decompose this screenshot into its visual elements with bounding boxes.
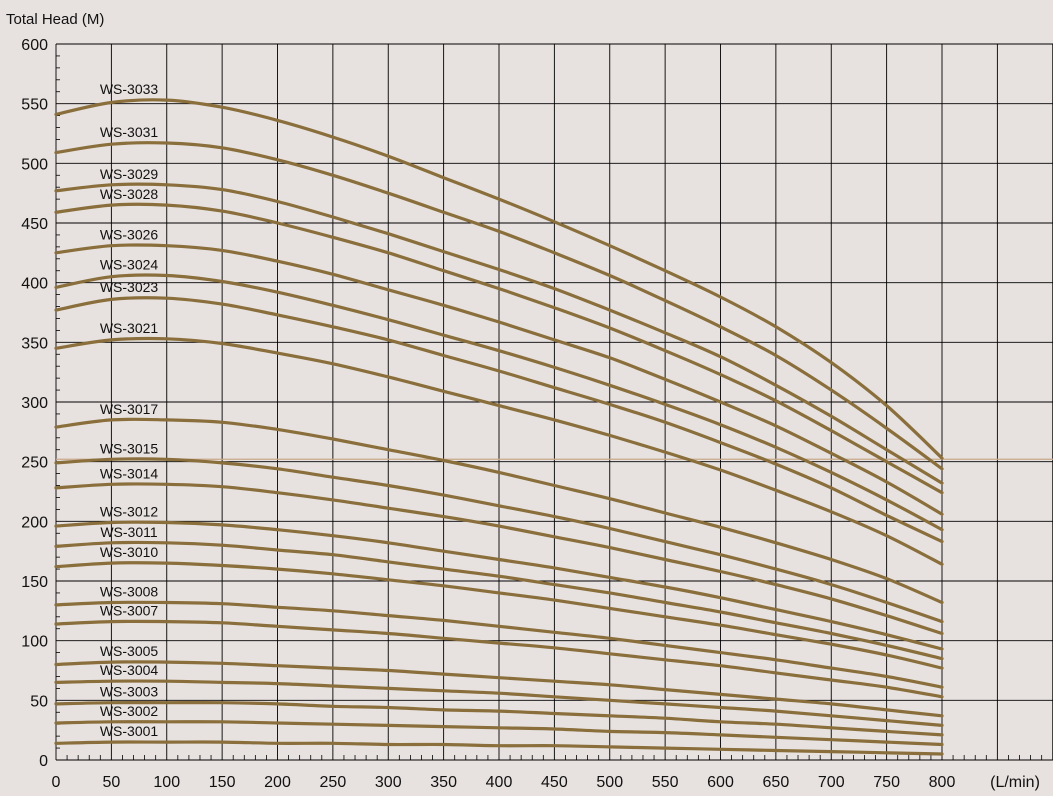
series-line [54,296,944,544]
series-label: WS-3007 [100,603,159,619]
x-tick-label: 200 [264,774,291,791]
y-tick-label: 350 [21,335,48,352]
series-line [54,660,944,718]
x-tick-label: 400 [486,774,513,791]
series-line [54,540,944,661]
series-label: WS-3023 [100,279,159,295]
x-tick-label: 100 [153,774,180,791]
y-tick-label: 450 [21,216,48,233]
series-line [54,243,944,516]
series-line [54,619,944,699]
series-line [54,202,944,495]
series-labels: WS-3033 WS-3031 WS-3029 WS-3028 WS-3026 WS-30… [100,81,159,739]
series-label: WS-3014 [100,465,159,481]
x-tick-label: 700 [818,774,845,791]
x-tick-label: 150 [209,774,236,791]
series-label: WS-3033 [100,81,159,97]
y-tick-label: 500 [21,156,48,173]
x-tick-label: 0 [52,774,61,791]
series-line [54,720,944,747]
series-label: WS-3024 [100,257,159,273]
series-label: WS-3001 [100,723,159,739]
series-label: WS-3021 [100,320,159,336]
series-label: WS-3010 [100,544,159,560]
x-tick-label: 50 [102,774,120,791]
series-label: WS-3031 [100,124,159,140]
tick-labels: 0 50 100 150 200 250 300 350 400 450 500 550 600 0 50 1… [21,37,955,791]
y-tick-label: 600 [21,37,48,54]
x-tick-label: 800 [929,774,956,791]
series-line [54,417,944,605]
series-label: WS-3011 [100,524,158,540]
series-label: WS-3012 [100,504,159,520]
x-tick-label: 300 [375,774,402,791]
series-line [54,520,944,651]
y-tick-label: 550 [21,97,48,114]
series-label: WS-3029 [100,166,159,182]
series-lines [54,98,944,756]
y-tick-label: 0 [39,753,48,770]
x-tick-label: 550 [652,774,679,791]
series-label: WS-3017 [100,401,159,417]
x-tick-label: 650 [763,774,790,791]
series-label: WS-3008 [100,583,159,599]
series-line [54,482,944,636]
series-line [54,457,944,624]
series-label: WS-3004 [100,662,159,678]
series-line [54,141,944,471]
y-tick-label: 250 [21,455,48,472]
x-axis-unit-label: (L/min) [990,774,1040,791]
x-tick-label: 250 [320,774,347,791]
series-line [54,98,944,460]
y-tick-label: 200 [21,514,48,531]
series-line [54,273,944,532]
y-tick-label: 400 [21,276,48,293]
series-line [54,740,944,756]
x-tick-label: 600 [707,774,734,791]
y-axis-title: Total Head (M) [6,11,104,28]
y-tick-label: 50 [30,693,48,710]
y-tick-label: 150 [21,574,48,591]
series-line [54,701,944,737]
series-line [54,561,944,670]
x-tick-label: 500 [596,774,623,791]
y-tick-label: 300 [21,395,48,412]
x-tick-label: 350 [430,774,457,791]
x-tick-label: 450 [541,774,568,791]
series-line [54,600,944,689]
series-label: WS-3015 [100,440,159,456]
series-label: WS-3003 [100,684,159,700]
x-tick-label: 750 [873,774,900,791]
series-line [54,679,944,727]
series-label: WS-3005 [100,643,159,659]
y-tick-label: 100 [21,634,48,651]
series-line [54,182,944,485]
series-label: WS-3002 [100,703,159,719]
grid-lines [55,43,1053,761]
series-line [54,336,944,566]
series-label: WS-3026 [100,227,159,243]
series-label: WS-3028 [100,186,159,202]
